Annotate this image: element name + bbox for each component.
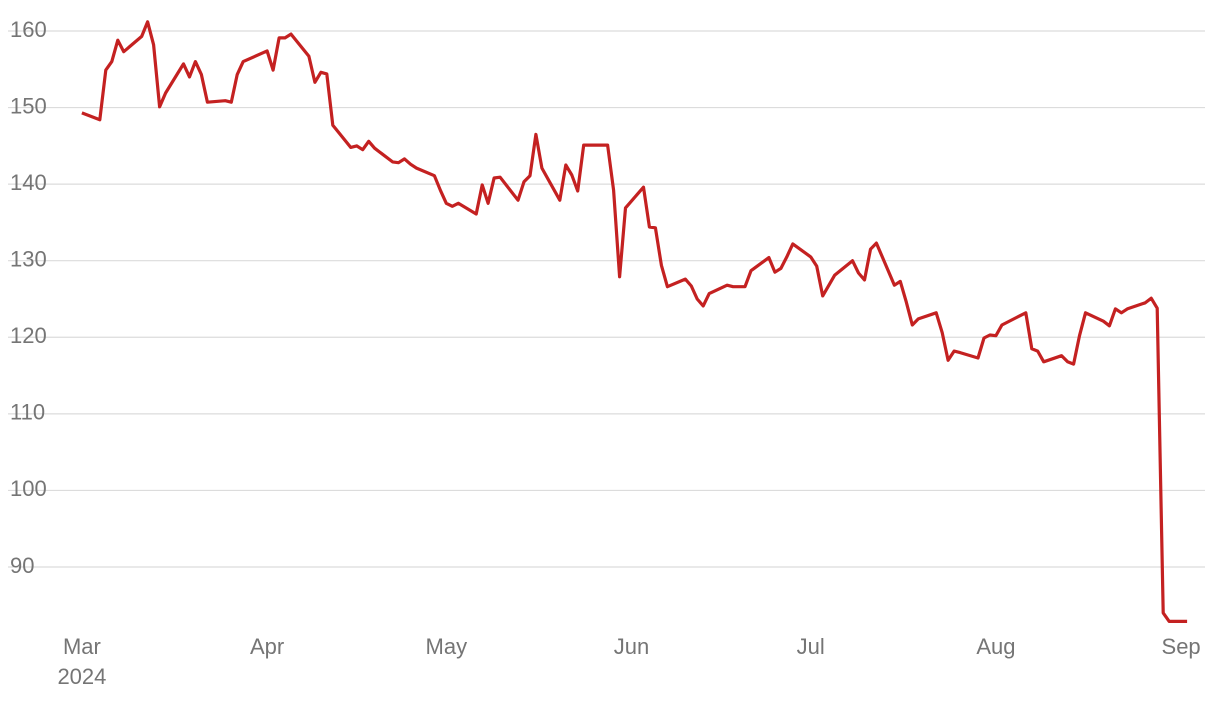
y-tick-label: 120	[10, 323, 47, 348]
y-tick-label: 140	[10, 170, 47, 195]
x-tick-label: Sep	[1162, 634, 1201, 659]
x-year-label: 2024	[57, 664, 106, 689]
x-tick-label: Apr	[250, 634, 284, 659]
price-line	[81, 20, 1188, 623]
x-tick-label: May	[426, 634, 468, 659]
x-tick-label: Jul	[797, 634, 825, 659]
x-tick-label: Jun	[614, 634, 649, 659]
y-tick-label: 100	[10, 476, 47, 501]
y-tick-label: 130	[10, 247, 47, 272]
y-tick-label: 150	[10, 93, 47, 118]
y-tick-label: 160	[10, 17, 47, 42]
x-tick-label: Mar	[63, 634, 101, 659]
x-tick-label: Aug	[976, 634, 1015, 659]
y-tick-label: 110	[10, 400, 45, 425]
y-tick-label: 90	[10, 553, 34, 578]
